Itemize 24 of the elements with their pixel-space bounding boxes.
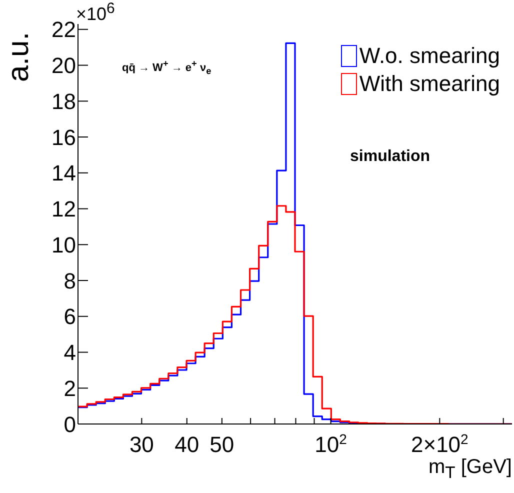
y-tick-label: 2 [64,376,76,401]
annotation: qq̄ → W$^{+}$ → e$^{+}$ ν$_{e}$ [122,58,212,76]
y-axis-title: a.u. [2,32,35,82]
y-tick-label: 20 [52,53,76,78]
y-tick-label: 8 [64,268,76,294]
legend-label: With smearing [359,70,500,98]
y-tick-label: 10 [52,232,76,258]
x-tick-label: 30 [129,432,154,457]
x-tick-label: 2×10$^{2}$ [410,431,469,457]
x-tick-label: 10$^{2}$ [314,431,348,457]
x-tick-label: 40 [174,432,200,457]
y-tick-label: 16 [52,124,76,150]
y-tick-label: 4 [64,340,76,366]
y-tick-label: 6 [64,304,76,330]
y-tick-label: 0 [64,412,76,437]
y-tick-label: 22 [52,17,76,42]
x-axis-title: m$_{T}$ [GeV] [428,456,512,482]
text: ×10$^{6}$ [76,0,115,24]
x-tick-label: 50 [210,432,234,457]
legend-label: W.o. smearing [359,42,500,70]
y-tick-label: 14 [52,160,76,186]
y-tick-label: 12 [52,196,76,222]
annotation: simulation [350,148,430,165]
y-tick-label: 18 [52,88,76,114]
